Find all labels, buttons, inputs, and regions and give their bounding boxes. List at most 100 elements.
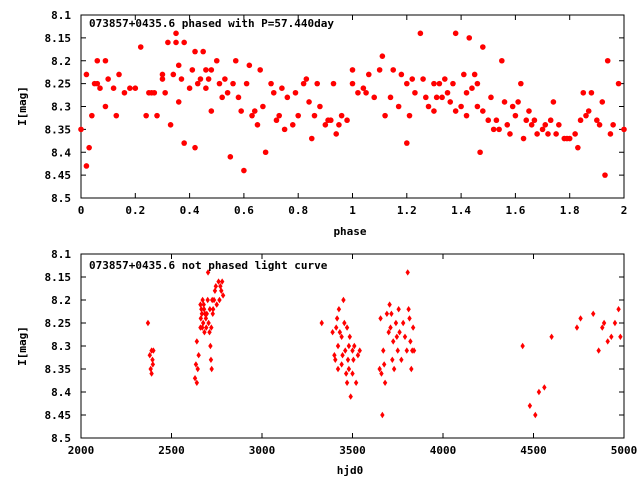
data-point — [205, 269, 211, 276]
data-point — [211, 296, 217, 304]
data-point — [311, 112, 318, 119]
y-tick-label: 8.1 — [51, 9, 71, 22]
data-point — [200, 324, 205, 331]
data-point — [102, 103, 109, 110]
data-point — [616, 306, 621, 313]
data-point — [83, 163, 90, 169]
data-point — [319, 319, 324, 327]
data-point — [279, 85, 285, 91]
data-point — [150, 356, 155, 363]
data-point — [238, 108, 244, 114]
data-point — [580, 89, 587, 96]
data-point — [601, 319, 607, 327]
data-point — [436, 80, 443, 87]
data-point — [102, 57, 109, 64]
y-tick-label: 8.4 — [51, 146, 71, 159]
data-point — [306, 99, 312, 105]
data-points — [145, 269, 623, 419]
y-axis-label: I[mag] — [16, 326, 29, 366]
data-point — [173, 39, 179, 46]
data-point — [86, 144, 92, 151]
data-point — [405, 269, 410, 276]
data-point — [350, 370, 355, 377]
data-point — [150, 361, 156, 368]
data-point — [213, 283, 219, 290]
data-point — [458, 103, 464, 110]
y-tick-label: 8.5 — [51, 432, 71, 445]
data-point — [193, 361, 199, 368]
data-point — [97, 85, 103, 91]
data-point — [284, 94, 291, 101]
chart-title: 073857+0435.6 not phased light curve — [89, 259, 328, 272]
data-point — [594, 117, 600, 124]
data-point — [235, 94, 242, 101]
data-point — [300, 80, 307, 87]
data-point — [167, 122, 174, 128]
panel-unphased: 2000 2500 3000 3500 4000 4500 5000 8.18.158.28… — [16, 248, 637, 477]
data-point — [219, 287, 224, 294]
data-point — [406, 112, 413, 119]
data-point — [387, 94, 394, 101]
data-point — [345, 356, 351, 363]
x-tick-label: 2 — [621, 204, 628, 217]
data-point — [116, 71, 122, 78]
data-point — [349, 80, 356, 87]
x-tick-label: 2500 — [158, 444, 185, 457]
data-point — [515, 99, 521, 105]
data-point — [208, 67, 215, 73]
data-point — [110, 85, 117, 91]
data-point — [192, 48, 198, 55]
data-point — [365, 71, 372, 78]
chart-title: 073857+0435.6 phased with P=57.440day — [89, 17, 334, 30]
data-point — [444, 89, 451, 96]
data-point — [148, 365, 153, 373]
data-point — [523, 117, 530, 124]
data-point — [212, 287, 218, 294]
data-point — [154, 112, 160, 119]
y-tick-labels: 8.1 8.15 8.2 8.25 8.3 8.35 8.4 8.45 8.5 — [45, 9, 72, 205]
data-point — [353, 379, 359, 386]
data-point — [201, 306, 207, 313]
data-point — [591, 310, 596, 317]
data-point — [243, 80, 250, 87]
data-point — [533, 411, 538, 419]
data-point — [547, 117, 554, 124]
data-point — [394, 333, 400, 340]
data-point — [528, 122, 535, 128]
data-point — [404, 347, 409, 354]
data-point — [545, 131, 551, 137]
x-tick-labels: 2000 2500 3000 3500 4000 4500 5000 — [68, 444, 638, 457]
data-point — [420, 76, 426, 82]
data-point — [380, 411, 385, 419]
data-point — [151, 89, 158, 96]
data-point — [348, 393, 353, 400]
data-point — [407, 315, 412, 322]
data-point — [203, 315, 209, 322]
data-point — [175, 62, 182, 69]
data-point — [477, 149, 483, 156]
y-tick-label: 8.2 — [51, 55, 71, 68]
data-point — [202, 329, 207, 336]
data-point — [400, 319, 406, 327]
data-point — [431, 108, 437, 114]
x-tick-label: 1.8 — [560, 204, 580, 217]
data-point — [377, 365, 382, 373]
panel-phased: 0 0.2 0.4 0.6 0.8 1 1.2 1.4 1.6 1.8 2 8.18.158.28.… — [16, 9, 627, 238]
x-axis-label: phase — [333, 225, 366, 238]
data-point — [363, 89, 369, 96]
data-point — [388, 324, 393, 331]
data-point — [181, 39, 187, 46]
data-point — [334, 315, 340, 322]
y-tick-label: 8.45 — [45, 169, 72, 182]
x-tick-label: 2000 — [68, 444, 95, 457]
data-point — [342, 319, 347, 327]
data-point — [159, 76, 166, 82]
data-point — [205, 296, 210, 304]
data-point — [618, 333, 623, 340]
data-point — [208, 342, 213, 350]
data-point — [343, 347, 348, 354]
data-point — [292, 89, 299, 96]
data-point — [254, 122, 261, 128]
data-point — [192, 144, 198, 151]
data-point — [192, 375, 198, 382]
